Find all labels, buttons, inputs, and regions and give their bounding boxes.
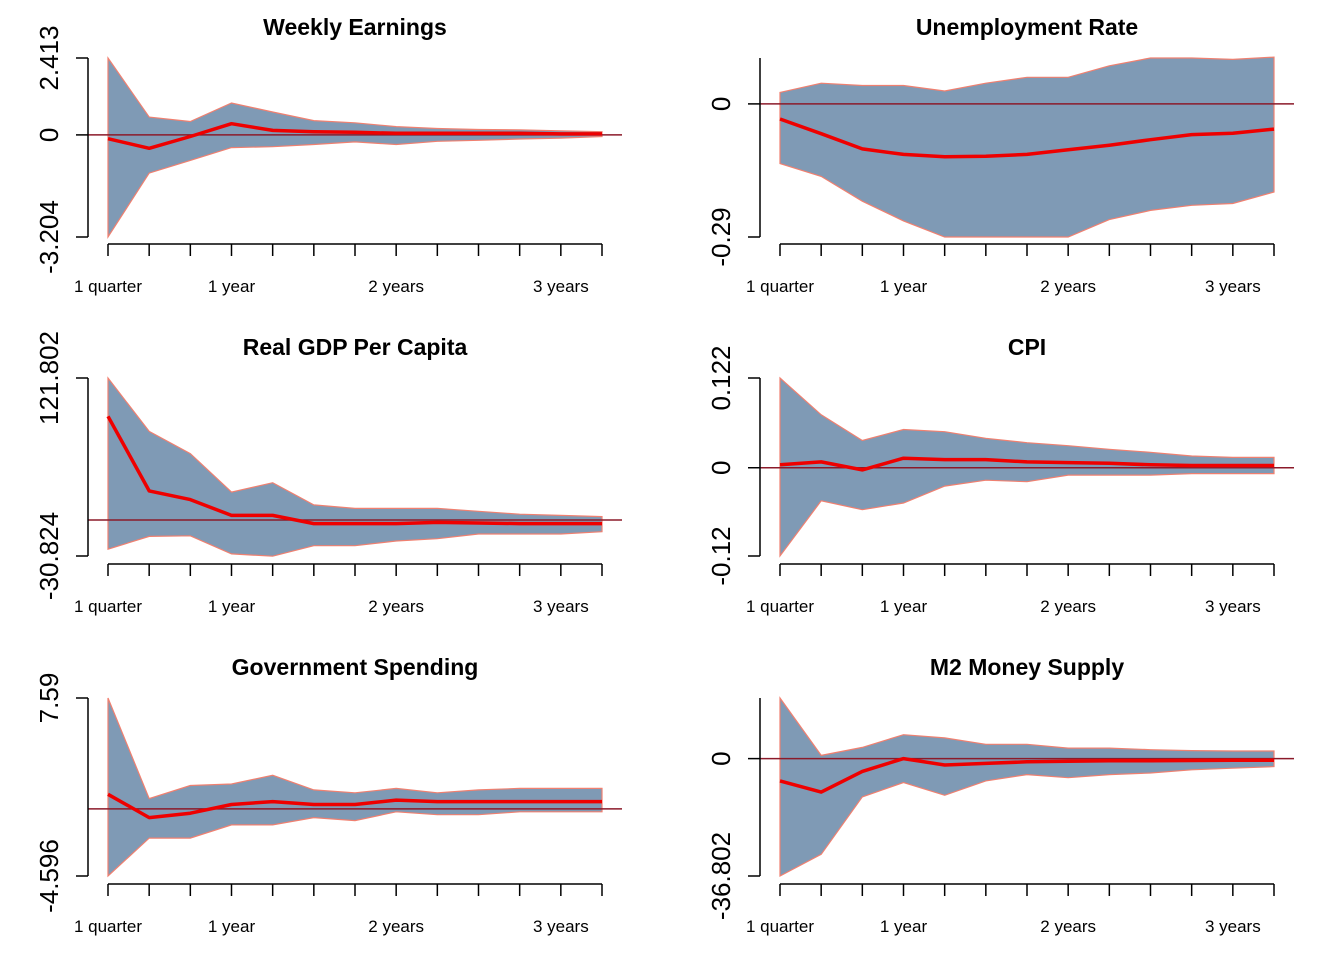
impulse-response-line (779, 756, 1274, 794)
irf-panel: M2 Money Supply -36.802 0 1 quarter 1 year 2 … (706, 654, 1294, 936)
x-tick-label: 1 year (880, 597, 928, 616)
y-tick-label: -4.596 (34, 839, 64, 913)
x-tick-label: 2 years (1040, 597, 1096, 616)
x-tick-label: 3 years (1205, 917, 1261, 936)
irf-panel: Unemployment Rate -0.29 0 1 quarter 1 year 2 … (706, 14, 1294, 296)
y-tick-label: -0.29 (706, 207, 736, 266)
panel-title: CPI (1008, 334, 1046, 360)
impulse-response-line (779, 117, 1275, 159)
irf-panel: Weekly Earnings -3.204 0 2.413 1 quarter 1 ye… (34, 14, 622, 296)
panel-title: Government Spending (232, 654, 479, 680)
y-tick-label: 0.122 (706, 345, 736, 410)
confidence-band (107, 56, 603, 240)
x-tick-label: 1 year (880, 277, 928, 296)
x-tick-label: 1 year (208, 917, 256, 936)
y-tick-label: -30.824 (34, 512, 64, 600)
y-tick-label: 7.59 (34, 673, 64, 724)
x-tick-label: 3 years (533, 917, 589, 936)
y-tick-label: -36.802 (706, 832, 736, 920)
y-tick-label: 121.802 (34, 331, 64, 425)
impulse-response-line (107, 792, 602, 820)
impulse-response-line (107, 121, 602, 151)
x-tick-label: 1 year (208, 597, 256, 616)
confidence-band (779, 696, 1275, 877)
y-tick-label: 0 (34, 128, 64, 142)
x-tick-label: 1 quarter (746, 277, 814, 296)
x-tick-label: 1 quarter (74, 917, 142, 936)
x-tick-label: 2 years (1040, 277, 1096, 296)
x-tick-label: 1 quarter (746, 917, 814, 936)
x-tick-label: 1 quarter (74, 277, 142, 296)
y-tick-label: 0 (706, 461, 736, 475)
y-tick-label: 0 (706, 97, 736, 111)
y-tick-label: 0 (706, 751, 736, 765)
panel-title: M2 Money Supply (930, 654, 1124, 680)
panel-title: Unemployment Rate (916, 14, 1138, 40)
x-tick-label: 3 years (1205, 277, 1261, 296)
x-tick-label: 2 years (1040, 917, 1096, 936)
x-tick-label: 1 quarter (74, 597, 142, 616)
x-tick-label: 3 years (533, 597, 589, 616)
panel-title: Real GDP Per Capita (243, 334, 468, 360)
impulse-response-line (106, 415, 602, 526)
x-tick-label: 2 years (368, 277, 424, 296)
x-tick-label: 1 year (208, 277, 256, 296)
confidence-band (779, 56, 1275, 238)
irf-panel: CPI -0.12 0 0.122 1 quarter 1 year 2 years 3 ye… (706, 334, 1294, 616)
irf-panel: Real GDP Per Capita -30.824 121.802 1 quart… (34, 331, 622, 616)
impulse-response-line (779, 456, 1274, 472)
panel-title: Weekly Earnings (263, 14, 447, 40)
x-tick-label: 1 quarter (746, 597, 814, 616)
confidence-band (107, 376, 603, 557)
confidence-band (107, 697, 603, 878)
x-tick-label: 2 years (368, 917, 424, 936)
x-tick-label: 3 years (533, 277, 589, 296)
y-tick-label: 2.413 (34, 25, 64, 90)
y-tick-label: -3.204 (34, 200, 64, 274)
y-tick-label: -0.12 (706, 526, 736, 585)
x-tick-label: 3 years (1205, 597, 1261, 616)
x-tick-label: 1 year (880, 917, 928, 936)
irf-panel: Government Spending -4.596 7.59 1 quarter 1 … (34, 654, 622, 936)
x-tick-label: 2 years (368, 597, 424, 616)
